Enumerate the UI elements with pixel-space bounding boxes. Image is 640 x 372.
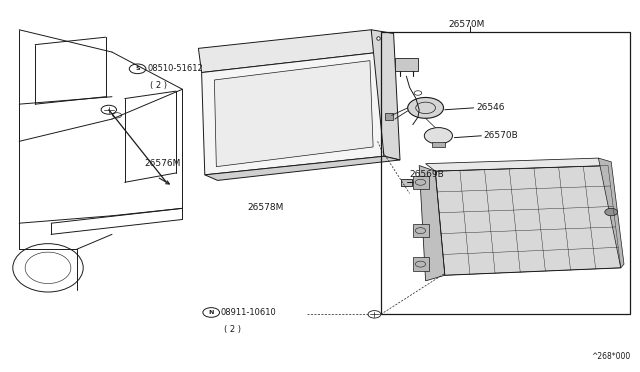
Text: 26578M: 26578M [248, 203, 284, 212]
Circle shape [368, 311, 381, 318]
Text: N: N [209, 310, 214, 315]
Bar [381, 32, 630, 314]
Polygon shape [426, 158, 608, 171]
Polygon shape [419, 166, 445, 281]
Bar [401, 179, 412, 186]
Text: 08510-51612: 08510-51612 [147, 64, 203, 73]
Bar [413, 176, 429, 189]
Bar [413, 224, 429, 237]
Polygon shape [371, 30, 400, 160]
Bar [432, 142, 445, 147]
Polygon shape [202, 52, 384, 175]
Polygon shape [205, 156, 400, 180]
Text: 26569B: 26569B [410, 170, 444, 179]
Text: 26570M: 26570M [448, 20, 484, 29]
Circle shape [605, 208, 618, 216]
Bar [395, 58, 418, 71]
Circle shape [408, 97, 444, 118]
Text: ( 2 ): ( 2 ) [150, 81, 168, 90]
Text: 26546: 26546 [477, 103, 506, 112]
Circle shape [424, 128, 452, 144]
Polygon shape [198, 30, 381, 73]
Text: S: S [135, 66, 140, 71]
Text: 26576M: 26576M [144, 159, 180, 168]
Text: ( 2 ): ( 2 ) [224, 325, 241, 334]
Polygon shape [214, 61, 373, 167]
Text: 26570B: 26570B [483, 131, 518, 140]
Bar [385, 113, 393, 120]
Polygon shape [598, 158, 624, 268]
Polygon shape [435, 166, 621, 275]
Text: ^268*000: ^268*000 [591, 352, 630, 361]
Text: 08911-10610: 08911-10610 [221, 308, 276, 317]
Bar [413, 257, 429, 271]
